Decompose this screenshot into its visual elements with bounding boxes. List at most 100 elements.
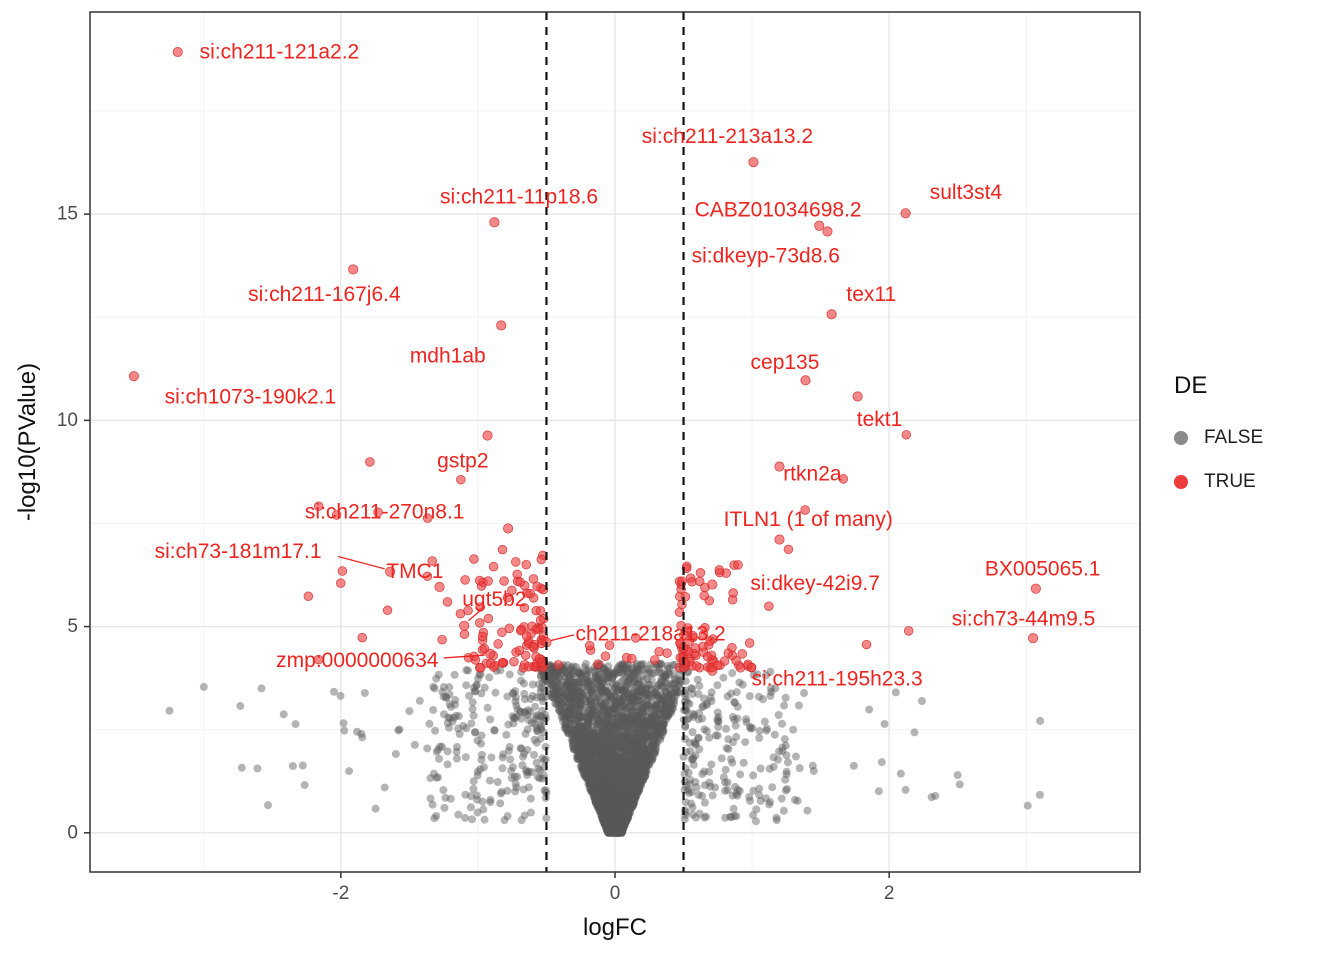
data-point-gray <box>567 695 576 704</box>
data-point-gray <box>604 828 613 837</box>
data-point-gray <box>439 692 448 701</box>
data-point-gray <box>581 745 590 754</box>
data-point-gray <box>664 706 673 715</box>
data-point-gray <box>626 697 635 706</box>
data-point-gray <box>584 756 593 765</box>
data-point-gray <box>594 676 603 685</box>
data-point-gray <box>556 699 565 708</box>
data-point-gray <box>469 784 478 793</box>
data-point-gray <box>620 718 629 727</box>
data-point-gray <box>601 817 610 826</box>
data-point-gray <box>598 799 607 808</box>
data-point-gray <box>616 809 625 818</box>
data-point-gray <box>606 811 615 820</box>
data-point-gray <box>601 810 610 819</box>
data-point-gray <box>568 692 577 701</box>
data-point-gray <box>632 668 641 677</box>
data-point-gray <box>618 816 627 825</box>
data-point-gray <box>583 745 592 754</box>
data-point-gray <box>612 824 621 833</box>
data-point-gray <box>469 683 478 692</box>
data-point-gray <box>574 722 583 731</box>
gene-label: TMC1 <box>386 560 443 583</box>
data-point-gray <box>587 769 596 778</box>
data-point-gray <box>605 777 614 786</box>
data-point-gray <box>633 727 642 736</box>
data-point-gray <box>654 728 663 737</box>
data-point-gray <box>608 795 617 804</box>
data-point-gray <box>644 760 653 769</box>
data-point-gray <box>597 683 606 692</box>
data-point-gray <box>622 810 631 819</box>
data-point-gray <box>579 683 588 692</box>
gene-label: tekt1 <box>857 408 903 431</box>
data-point-gray <box>629 746 638 755</box>
data-point-gray <box>593 788 602 797</box>
data-point-gray <box>611 741 620 750</box>
data-point-gray <box>587 734 596 743</box>
data-point-gray <box>583 747 592 756</box>
data-point-gray <box>602 794 611 803</box>
data-point-gray <box>611 819 620 828</box>
data-point-gray <box>681 806 690 815</box>
data-point-red <box>434 581 445 593</box>
data-point-gray <box>619 754 628 763</box>
data-point-gray <box>549 668 558 677</box>
data-point-gray <box>551 683 560 692</box>
data-point-gray <box>507 766 516 775</box>
data-point-gray <box>631 745 640 754</box>
data-point-gray <box>606 805 615 814</box>
data-point-red <box>509 656 519 667</box>
data-point-gray <box>612 775 621 784</box>
data-point-gray <box>617 780 626 789</box>
data-point-red <box>822 226 833 237</box>
data-point-gray <box>595 702 604 711</box>
gene-label: si:ch211-167j6.4 <box>248 283 401 306</box>
data-point-gray <box>746 796 755 805</box>
data-point-red <box>699 590 709 601</box>
data-point-gray <box>596 740 605 749</box>
data-point-gray <box>569 726 578 735</box>
data-point-red <box>662 648 672 658</box>
data-point-gray <box>609 680 618 689</box>
data-point-gray <box>607 819 616 828</box>
data-point-gray <box>634 721 643 730</box>
data-point-gray <box>569 692 578 701</box>
data-point-gray <box>624 690 633 699</box>
data-point-gray <box>616 828 625 837</box>
data-point-gray <box>657 677 666 686</box>
data-point-gray <box>585 677 594 686</box>
data-point-red <box>485 648 496 659</box>
data-point-gray <box>614 812 623 821</box>
data-point-gray <box>727 755 736 764</box>
data-point-gray <box>613 734 622 743</box>
data-point-gray <box>610 705 619 714</box>
data-point-red <box>474 618 485 628</box>
data-point-red <box>707 665 718 676</box>
data-point-red <box>497 544 508 555</box>
data-point-gray <box>462 681 471 690</box>
data-point-gray <box>594 715 603 724</box>
data-point-gray <box>610 827 619 836</box>
data-point-gray <box>622 811 631 820</box>
data-point-gray <box>606 806 615 815</box>
data-point-gray <box>849 761 858 770</box>
data-point-gray <box>598 779 607 788</box>
data-point-gray <box>595 806 604 815</box>
data-point-gray <box>626 783 635 792</box>
data-point-gray <box>617 817 626 826</box>
data-point-gray <box>570 745 579 754</box>
data-point-gray <box>601 810 610 819</box>
data-point-gray <box>1036 716 1045 725</box>
data-point-gray <box>614 785 623 794</box>
data-point-gray <box>604 706 613 715</box>
data-point-gray <box>593 800 602 809</box>
data-point-gray <box>601 790 610 799</box>
data-point-gray <box>611 813 620 822</box>
data-point-gray <box>596 766 605 775</box>
data-point-gray <box>608 828 617 837</box>
data-point-gray <box>584 665 593 674</box>
data-point-gray <box>596 799 605 808</box>
data-point-gray <box>663 705 672 714</box>
